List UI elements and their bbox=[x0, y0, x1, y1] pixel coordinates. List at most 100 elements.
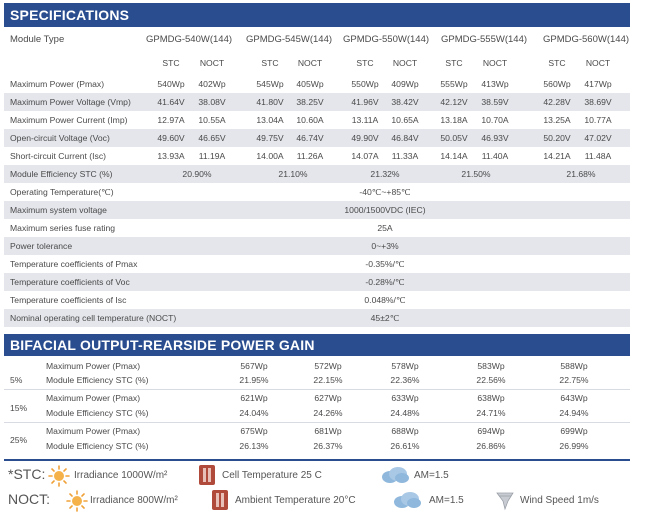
stc-am: AM=1.5 bbox=[414, 470, 449, 481]
value-cell: 675Wp bbox=[240, 426, 268, 436]
value-cell: -0.35%/℃ bbox=[365, 259, 405, 269]
row-label: Maximum Power (Pmax) bbox=[46, 393, 141, 403]
spec-row-temp-coeff-isc: Temperature coefficients of Isc 0.048%/℃ bbox=[4, 291, 630, 309]
gain-label: 25% bbox=[10, 435, 28, 445]
value-cell: 0.048%/℃ bbox=[364, 295, 406, 305]
value-cell: 26.99% bbox=[559, 441, 589, 451]
value-cell: 545Wp bbox=[256, 79, 284, 89]
value-cell: 681Wp bbox=[314, 426, 342, 436]
value-cell: 621Wp bbox=[240, 393, 268, 403]
value-cell: 694Wp bbox=[477, 426, 505, 436]
value-cell: 540Wp bbox=[157, 79, 185, 89]
stc-cell-temp: Cell Temperature 25 C bbox=[222, 470, 322, 481]
value-cell: 13.11A bbox=[351, 115, 379, 125]
stc-header: STC bbox=[162, 58, 180, 68]
value-cell: 49.90V bbox=[351, 133, 379, 143]
value-cell: 21.95% bbox=[239, 375, 269, 385]
thermometer-icon bbox=[212, 490, 228, 510]
value-cell: 588Wp bbox=[560, 361, 588, 371]
value-cell: 638Wp bbox=[477, 393, 505, 403]
value-cell: 21.32% bbox=[370, 169, 400, 179]
value-cell: 417Wp bbox=[584, 79, 612, 89]
row-label: Open-circuit Voltage (Voc) bbox=[10, 133, 110, 143]
value-cell: 550Wp bbox=[351, 79, 379, 89]
row-label: Module Efficiency STC (%) bbox=[46, 408, 149, 418]
value-cell: 409Wp bbox=[391, 79, 419, 89]
stc-header: STC bbox=[445, 58, 463, 68]
spec-row-pmax: Maximum Power (Pmax) 540Wp 402Wp 545Wp 4… bbox=[4, 75, 630, 93]
value-cell: 50.05V bbox=[440, 133, 468, 143]
bifacial-group-15: 15% bbox=[4, 398, 630, 418]
value-cell: 572Wp bbox=[314, 361, 342, 371]
row-label: Module Efficiency STC (%) bbox=[10, 169, 113, 179]
sun-icon bbox=[48, 465, 70, 487]
module-type-row: Module Type GPMDG-540W(144) GPMDG-545W(1… bbox=[4, 30, 630, 50]
value-cell: 1000/1500VDC (IEC) bbox=[344, 205, 426, 215]
legend-divider bbox=[4, 459, 630, 461]
row-label: Nominal operating cell temperature (NOCT… bbox=[10, 313, 177, 323]
value-cell: 13.04A bbox=[256, 115, 284, 125]
noct-wind: Wind Speed 1m/s bbox=[520, 495, 599, 506]
value-cell: 41.96V bbox=[351, 97, 379, 107]
bifacial-header: BIFACIAL OUTPUT-REARSIDE POWER GAIN bbox=[4, 334, 630, 356]
noct-am: AM=1.5 bbox=[429, 495, 464, 506]
value-cell: 10.55A bbox=[198, 115, 226, 125]
value-cell: 46.84V bbox=[391, 133, 419, 143]
spec-row-temp-coeff-voc: Temperature coefficients of Voc -0.28%/℃ bbox=[4, 273, 630, 291]
value-cell: 24.04% bbox=[239, 408, 269, 418]
value-cell: 13.93A bbox=[157, 151, 185, 161]
bifacial-power-row: Maximum Power (Pmax) 675Wp 681Wp 688Wp 6… bbox=[4, 424, 630, 438]
row-label: Short-circuit Current (Isc) bbox=[10, 151, 106, 161]
value-cell: 26.86% bbox=[476, 441, 506, 451]
value-cell: 22.36% bbox=[390, 375, 420, 385]
gain-label: 15% bbox=[10, 403, 28, 413]
value-cell: 10.77A bbox=[584, 115, 612, 125]
group-divider bbox=[4, 389, 630, 390]
value-cell: 627Wp bbox=[314, 393, 342, 403]
spec-row-voc: Open-circuit Voltage (Voc) 49.60V 46.65V… bbox=[4, 129, 630, 147]
value-cell: 22.56% bbox=[476, 375, 506, 385]
value-cell: 405Wp bbox=[296, 79, 324, 89]
spec-row-power-tolerance: Power tolerance 0~+3% bbox=[4, 237, 630, 255]
row-label: Maximum Power (Pmax) bbox=[46, 426, 141, 436]
value-cell: -0.28%/℃ bbox=[365, 277, 405, 287]
value-cell: 25A bbox=[377, 223, 393, 233]
value-cell: 560Wp bbox=[543, 79, 571, 89]
bifacial-power-row: Maximum Power (Pmax) 621Wp 627Wp 633Wp 6… bbox=[4, 391, 630, 405]
value-cell: 24.48% bbox=[390, 408, 420, 418]
wind-icon bbox=[496, 492, 514, 511]
noct-header: NOCT bbox=[585, 58, 611, 68]
value-cell: 14.07A bbox=[351, 151, 379, 161]
row-label: Temperature coefficients of Pmax bbox=[10, 259, 138, 269]
model-name: GPMDG-545W(144) bbox=[245, 34, 333, 45]
value-cell: 13.25A bbox=[543, 115, 571, 125]
thermometer-icon bbox=[199, 465, 215, 485]
value-cell: 42.12V bbox=[440, 97, 468, 107]
value-cell: 11.26A bbox=[296, 151, 324, 161]
value-cell: 49.75V bbox=[256, 133, 284, 143]
value-cell: 24.94% bbox=[559, 408, 589, 418]
spec-row-operating-temp: Operating Temperature(℃) -40℃~+85℃ bbox=[4, 183, 630, 201]
value-cell: 38.69V bbox=[584, 97, 612, 107]
value-cell: 38.25V bbox=[296, 97, 324, 107]
value-cell: 45±2℃ bbox=[370, 313, 400, 323]
value-cell: 41.80V bbox=[256, 97, 284, 107]
value-cell: 26.37% bbox=[313, 441, 343, 451]
value-cell: 41.64V bbox=[157, 97, 185, 107]
value-cell: 578Wp bbox=[391, 361, 419, 371]
value-cell: 24.26% bbox=[313, 408, 343, 418]
bifacial-eff-row: Module Efficiency STC (%) 21.95% 22.15% … bbox=[4, 373, 630, 387]
value-cell: 633Wp bbox=[391, 393, 419, 403]
row-label: Temperature coefficients of Isc bbox=[10, 295, 127, 305]
value-cell: 13.18A bbox=[440, 115, 468, 125]
row-label: Operating Temperature(℃) bbox=[10, 187, 114, 197]
value-cell: 46.93V bbox=[481, 133, 509, 143]
value-cell: 26.61% bbox=[390, 441, 420, 451]
value-cell: 38.42V bbox=[391, 97, 419, 107]
spec-row-vmp: Maximum Power Voltage (Vmp) 41.64V 38.08… bbox=[4, 93, 630, 111]
row-label: Power tolerance bbox=[10, 241, 73, 251]
value-cell: 10.60A bbox=[296, 115, 324, 125]
spec-row-temp-coeff-pmax: Temperature coefficients of Pmax -0.35%/… bbox=[4, 255, 630, 273]
row-label: Module Efficiency STC (%) bbox=[46, 375, 149, 385]
row-label: Maximum system voltage bbox=[10, 205, 107, 215]
